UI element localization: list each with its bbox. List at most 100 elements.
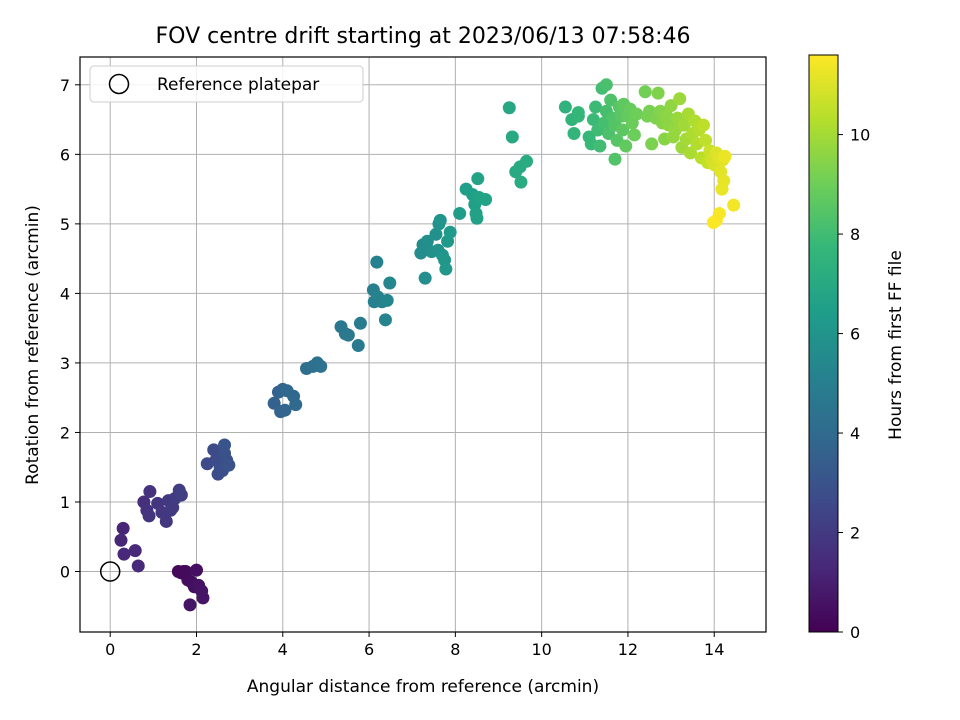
y-tick-label: 4 <box>60 284 70 303</box>
data-point <box>159 514 173 528</box>
x-tick-label: 0 <box>105 640 115 659</box>
data-point <box>433 213 447 227</box>
data-point <box>222 458 236 472</box>
data-point <box>727 198 741 212</box>
data-point <box>420 234 434 248</box>
data-point <box>117 547 131 561</box>
data-point <box>664 99 678 113</box>
legend: Reference platepar <box>89 65 364 103</box>
y-tick-label: 7 <box>60 76 70 95</box>
y-tick-label: 1 <box>60 493 70 512</box>
data-point <box>128 544 142 558</box>
data-point <box>608 152 622 166</box>
data-point <box>189 563 203 577</box>
data-point <box>353 316 367 330</box>
data-point <box>383 276 397 290</box>
data-point <box>418 271 432 285</box>
data-points <box>99 78 741 612</box>
data-point <box>706 215 720 229</box>
data-point <box>207 443 221 457</box>
legend-label: Reference platepar <box>157 75 319 95</box>
data-point <box>289 398 303 412</box>
data-point <box>683 146 697 160</box>
data-point <box>183 598 197 612</box>
data-point <box>699 133 713 147</box>
data-point <box>558 100 572 114</box>
data-point <box>571 106 585 120</box>
y-tick-label: 0 <box>60 563 70 582</box>
data-point <box>567 126 581 140</box>
data-point <box>638 85 652 99</box>
x-tick-label: 8 <box>450 640 460 659</box>
colorbar-tick-label: 4 <box>850 424 860 443</box>
data-point <box>351 339 365 353</box>
data-point <box>677 118 691 132</box>
data-point <box>131 559 145 573</box>
colorbar-label: Hours from first FF file <box>886 250 906 440</box>
y-tick-label: 3 <box>60 354 70 373</box>
data-point <box>380 293 394 307</box>
data-point <box>696 118 710 132</box>
data-point <box>616 123 630 137</box>
data-point <box>470 211 484 225</box>
data-point <box>370 255 384 269</box>
data-point <box>471 172 485 186</box>
data-point <box>651 86 665 100</box>
x-tick-label: 2 <box>191 640 201 659</box>
reference-platepar-marker <box>99 561 121 582</box>
x-tick-label: 4 <box>278 640 288 659</box>
y-axis-label: Rotation from reference (arcmin) <box>23 205 43 485</box>
data-point <box>142 509 156 523</box>
data-point <box>630 107 644 121</box>
data-point <box>673 92 687 106</box>
data-point <box>341 328 355 342</box>
data-point <box>505 130 519 144</box>
colorbar-tick-label: 6 <box>850 325 860 344</box>
x-tick-label: 10 <box>531 640 551 659</box>
x-tick-label: 6 <box>364 640 374 659</box>
data-point <box>143 485 157 499</box>
plot-frame <box>79 56 767 633</box>
colorbar-tick-label: 10 <box>850 126 870 145</box>
data-point <box>116 521 130 535</box>
data-point <box>619 139 633 153</box>
chart-title: FOV centre drift starting at 2023/06/13 … <box>156 24 691 49</box>
data-point <box>586 113 600 127</box>
data-point <box>378 313 392 327</box>
data-point <box>502 101 516 115</box>
data-point <box>443 225 457 239</box>
data-point <box>593 139 607 153</box>
data-point <box>453 206 467 220</box>
data-point <box>520 154 534 168</box>
legend-box <box>89 65 364 103</box>
data-point <box>429 227 443 241</box>
data-point <box>589 100 603 114</box>
data-point <box>715 182 729 196</box>
data-point <box>439 262 453 276</box>
data-point <box>218 438 232 452</box>
data-point <box>114 533 128 547</box>
colorbar-tick-label: 2 <box>850 524 860 543</box>
data-point <box>604 93 618 107</box>
data-point <box>174 488 188 502</box>
grid <box>80 57 766 632</box>
x-axis-ticks: 0 2 4 6 8 10 12 14 <box>105 632 724 659</box>
data-point <box>196 591 210 605</box>
data-point <box>177 565 191 579</box>
data-point <box>514 175 528 189</box>
data-point <box>314 359 328 373</box>
colorbar-ticks: 0 2 4 6 8 10 <box>838 126 870 642</box>
data-point <box>627 128 641 142</box>
y-tick-label: 5 <box>60 215 70 234</box>
colorbar-tick-label: 0 <box>850 623 860 642</box>
y-axis-ticks: 0 1 2 3 4 5 6 7 <box>60 76 80 582</box>
x-tick-label: 12 <box>618 640 638 659</box>
colorbar-tick-label: 8 <box>850 225 860 244</box>
y-tick-label: 6 <box>60 145 70 164</box>
x-tick-label: 14 <box>704 640 724 659</box>
data-point <box>164 503 178 517</box>
colorbar: 0 2 4 6 8 10 Hours from first FF file <box>808 54 906 642</box>
colorbar-gradient <box>808 54 839 633</box>
data-point <box>645 137 659 151</box>
